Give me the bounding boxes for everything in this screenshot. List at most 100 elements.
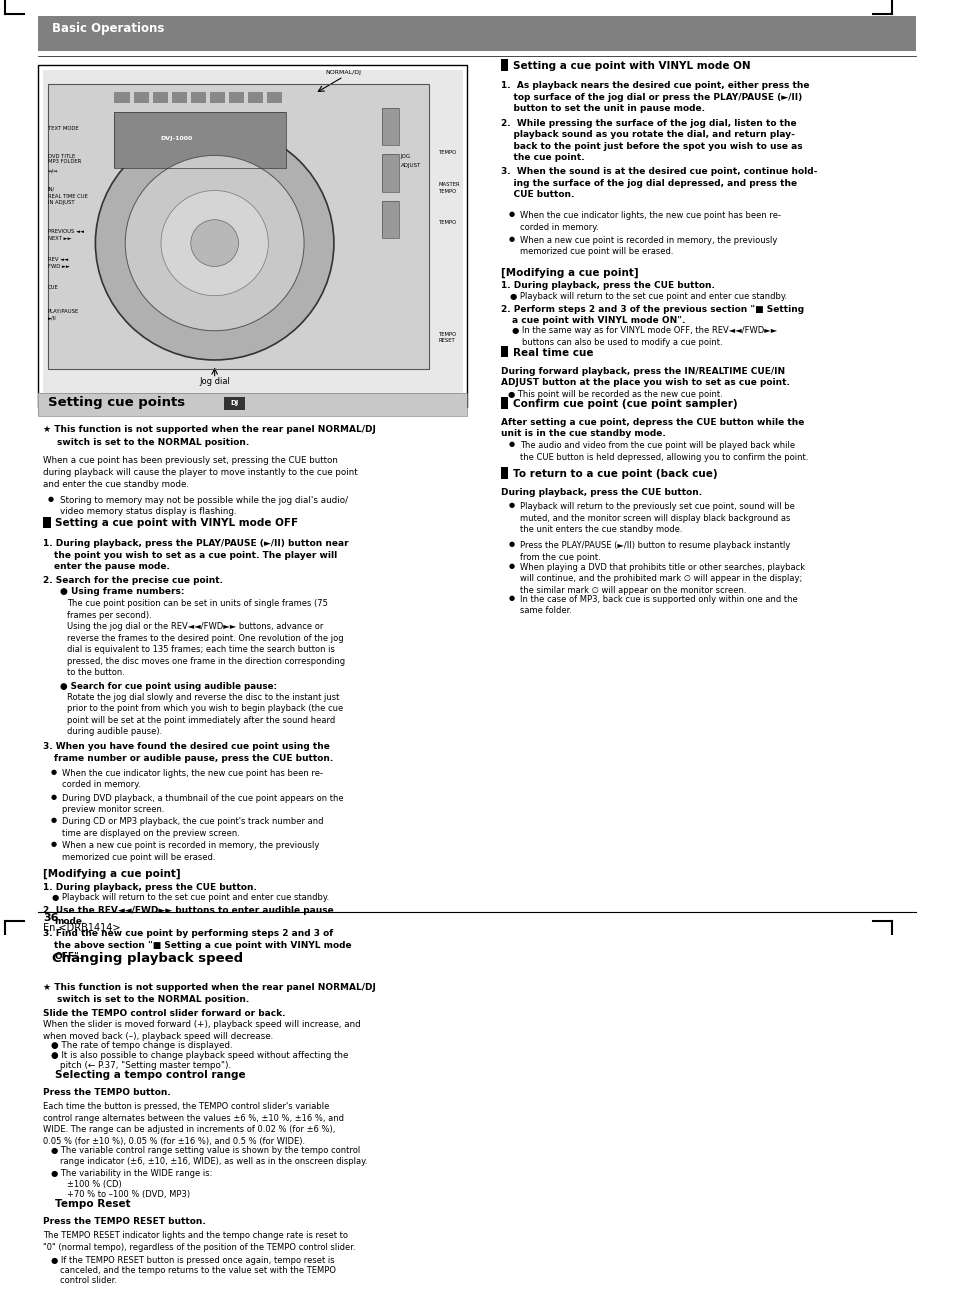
Text: Press the TEMPO button.: Press the TEMPO button. <box>43 1088 171 1098</box>
Text: NORMAL/DJ: NORMAL/DJ <box>325 70 361 75</box>
Text: NEXT ►►: NEXT ►► <box>48 235 71 240</box>
Text: Selecting a tempo control range: Selecting a tempo control range <box>55 1070 246 1079</box>
Text: RESET: RESET <box>438 339 456 344</box>
Bar <box>133 92 149 102</box>
Bar <box>43 70 462 402</box>
Bar <box>500 59 508 71</box>
Text: During forward playback, press the IN/REALTIME CUE/IN: During forward playback, press the IN/RE… <box>500 366 784 376</box>
Bar <box>38 948 915 972</box>
Text: range indicator (±6, ±10, ±16, WIDE), as well as in the onscreen display.: range indicator (±6, ±10, ±16, WIDE), as… <box>60 1157 367 1166</box>
Text: En <DRB1414>: En <DRB1414> <box>43 923 120 932</box>
Text: Storing to memory may not be possible while the jog dial's audio/
video memory s: Storing to memory may not be possible wh… <box>60 495 348 516</box>
Text: PLAY/PAUSE: PLAY/PAUSE <box>48 309 79 314</box>
Text: mode.: mode. <box>54 918 86 926</box>
Text: During playback, press the CUE button.: During playback, press the CUE button. <box>500 488 701 498</box>
Text: ● If the TEMPO RESET button is pressed once again, tempo reset is: ● If the TEMPO RESET button is pressed o… <box>51 1255 334 1264</box>
Text: Setting a cue point with VINYL mode OFF: Setting a cue point with VINYL mode OFF <box>55 519 298 528</box>
Text: Slide the TEMPO control slider forward or back.: Slide the TEMPO control slider forward o… <box>43 1008 285 1018</box>
Text: 1. During playback, press the CUE button.: 1. During playback, press the CUE button… <box>500 281 714 290</box>
Text: TEMPO: TEMPO <box>438 332 456 337</box>
Text: ●: ● <box>51 794 56 800</box>
Text: REAL TIME CUE: REAL TIME CUE <box>48 193 88 198</box>
Text: Press the PLAY/PAUSE (►/II) button to resume playback instantly
from the cue poi: Press the PLAY/PAUSE (►/II) button to re… <box>519 541 789 562</box>
Circle shape <box>161 190 268 295</box>
Bar <box>248 92 263 102</box>
Bar <box>191 92 206 102</box>
Text: ● Search for cue point using audible pause:: ● Search for cue point using audible pau… <box>60 681 277 691</box>
Text: ★ This function is not supported when the rear panel NORMAL/DJ: ★ This function is not supported when th… <box>43 982 375 991</box>
Bar <box>114 92 130 102</box>
Text: ● It is also possible to change playback speed without affecting the: ● It is also possible to change playback… <box>51 1050 348 1060</box>
Bar <box>381 154 398 192</box>
Text: ADJUST button at the place you wish to set as cue point.: ADJUST button at the place you wish to s… <box>500 378 789 387</box>
Text: ●: ● <box>508 541 514 548</box>
Text: REV ◄◄: REV ◄◄ <box>48 257 68 263</box>
Text: After setting a cue point, depress the CUE button while the: After setting a cue point, depress the C… <box>500 418 803 427</box>
Text: 2. Use the REV◄◄/FWD►► buttons to enter audible pause: 2. Use the REV◄◄/FWD►► buttons to enter … <box>43 906 334 915</box>
Text: When a cue point has been previously set, pressing the CUE button
during playbac: When a cue point has been previously set… <box>43 457 357 488</box>
Text: DVJ-1000: DVJ-1000 <box>160 135 193 140</box>
Text: ● This point will be recorded as the new cue point.: ● This point will be recorded as the new… <box>508 390 722 399</box>
Bar <box>381 108 398 144</box>
Text: [Modifying a cue point]: [Modifying a cue point] <box>43 869 180 878</box>
Bar <box>500 398 508 408</box>
Text: ● Playback will return to the set cue point and enter cue standby.: ● Playback will return to the set cue po… <box>52 893 330 902</box>
Text: DVD TITLE: DVD TITLE <box>48 154 75 159</box>
Text: Setting a cue point with VINYL mode ON: Setting a cue point with VINYL mode ON <box>513 60 750 71</box>
Bar <box>38 948 915 972</box>
Text: ●: ● <box>508 441 514 448</box>
Text: OFF".: OFF". <box>54 952 82 961</box>
Text: Confirm cue point (cue point sampler): Confirm cue point (cue point sampler) <box>513 399 737 410</box>
Text: Jog dial: Jog dial <box>199 377 230 386</box>
Text: ●: ● <box>508 563 514 569</box>
Text: ⇐/⇒: ⇐/⇒ <box>48 168 58 173</box>
Bar <box>229 92 244 102</box>
Text: When a new cue point is recorded in memory, the previously
memorized cue point w: When a new cue point is recorded in memo… <box>519 235 777 256</box>
Bar <box>152 92 168 102</box>
Text: Setting cue points: Setting cue points <box>48 397 190 410</box>
Text: Press the TEMPO RESET button.: Press the TEMPO RESET button. <box>43 1217 206 1226</box>
Text: frame number or audible pause, press the CUE button.: frame number or audible pause, press the… <box>54 754 334 763</box>
Text: ●: ● <box>48 495 53 502</box>
Text: ±100 % (CD): ±100 % (CD) <box>67 1180 121 1190</box>
Text: TEMPO: TEMPO <box>438 189 456 194</box>
Text: Each time the button is pressed, the TEMPO control slider's variable
control ran: Each time the button is pressed, the TEM… <box>43 1103 344 1146</box>
Text: Real time cue: Real time cue <box>513 348 593 358</box>
Text: ★ This function is not supported when the rear panel NORMAL/DJ: ★ This function is not supported when th… <box>43 425 375 435</box>
Text: 3.  When the sound is at the desired cue point, continue hold-
    ing the surfa: 3. When the sound is at the desired cue … <box>500 167 817 200</box>
Text: ●: ● <box>51 817 56 823</box>
Text: To return to a cue point (back cue): To return to a cue point (back cue) <box>513 469 717 479</box>
Text: When the cue indicator lights, the new cue point has been re-
corded in memory.: When the cue indicator lights, the new c… <box>62 768 323 789</box>
Text: ● The rate of tempo change is displayed.: ● The rate of tempo change is displayed. <box>51 1041 232 1049</box>
Text: The TEMPO RESET indicator lights and the tempo change rate is reset to
"0" (norm: The TEMPO RESET indicator lights and the… <box>43 1232 355 1251</box>
Text: TEMPO: TEMPO <box>438 219 456 225</box>
Bar <box>288 953 309 966</box>
Text: Tempo Reset: Tempo Reset <box>55 1199 131 1209</box>
Text: a cue point with VINYL mode ON".: a cue point with VINYL mode ON". <box>512 316 685 326</box>
Text: ● The variable control range setting value is shown by the tempo control: ● The variable control range setting val… <box>51 1146 359 1155</box>
Circle shape <box>125 155 304 331</box>
Bar <box>267 92 282 102</box>
Bar <box>210 92 225 102</box>
Text: 1. During playback, press the CUE button.: 1. During playback, press the CUE button… <box>43 882 256 892</box>
Text: switch is set to the NORMAL position.: switch is set to the NORMAL position. <box>57 995 250 1004</box>
Text: When the cue indicator lights, the new cue point has been re-
corded in memory.: When the cue indicator lights, the new c… <box>519 211 781 232</box>
Text: control slider.: control slider. <box>60 1276 117 1285</box>
Text: 3. When you have found the desired cue point using the: 3. When you have found the desired cue p… <box>43 742 330 751</box>
Text: 2.  While pressing the surface of the jog dial, listen to the
    playback sound: 2. While pressing the surface of the jog… <box>500 118 801 161</box>
Text: pitch (← P.37, "Setting master tempo").: pitch (← P.37, "Setting master tempo"). <box>60 1061 231 1070</box>
Text: ●: ● <box>508 235 514 242</box>
Text: [Modifying a cue point]: [Modifying a cue point] <box>500 268 638 277</box>
Text: the above section "■ Setting a cue point with VINYL mode: the above section "■ Setting a cue point… <box>54 940 352 949</box>
Text: ►/II: ►/II <box>48 315 56 320</box>
Text: enter the pause mode.: enter the pause mode. <box>54 562 170 571</box>
Text: ● The variability in the WIDE range is:: ● The variability in the WIDE range is: <box>51 1169 212 1178</box>
Text: 2. Perform steps 2 and 3 of the previous section "■ Setting: 2. Perform steps 2 and 3 of the previous… <box>500 305 803 314</box>
Text: The audio and video from the cue point will be played back while
the CUE button : The audio and video from the cue point w… <box>519 441 807 462</box>
Text: unit is in the cue standby mode.: unit is in the cue standby mode. <box>500 429 665 439</box>
Text: ●: ● <box>508 502 514 508</box>
Bar <box>381 201 398 239</box>
Text: Basic Operations: Basic Operations <box>52 21 165 34</box>
Bar <box>43 517 51 528</box>
Bar <box>48 84 429 369</box>
